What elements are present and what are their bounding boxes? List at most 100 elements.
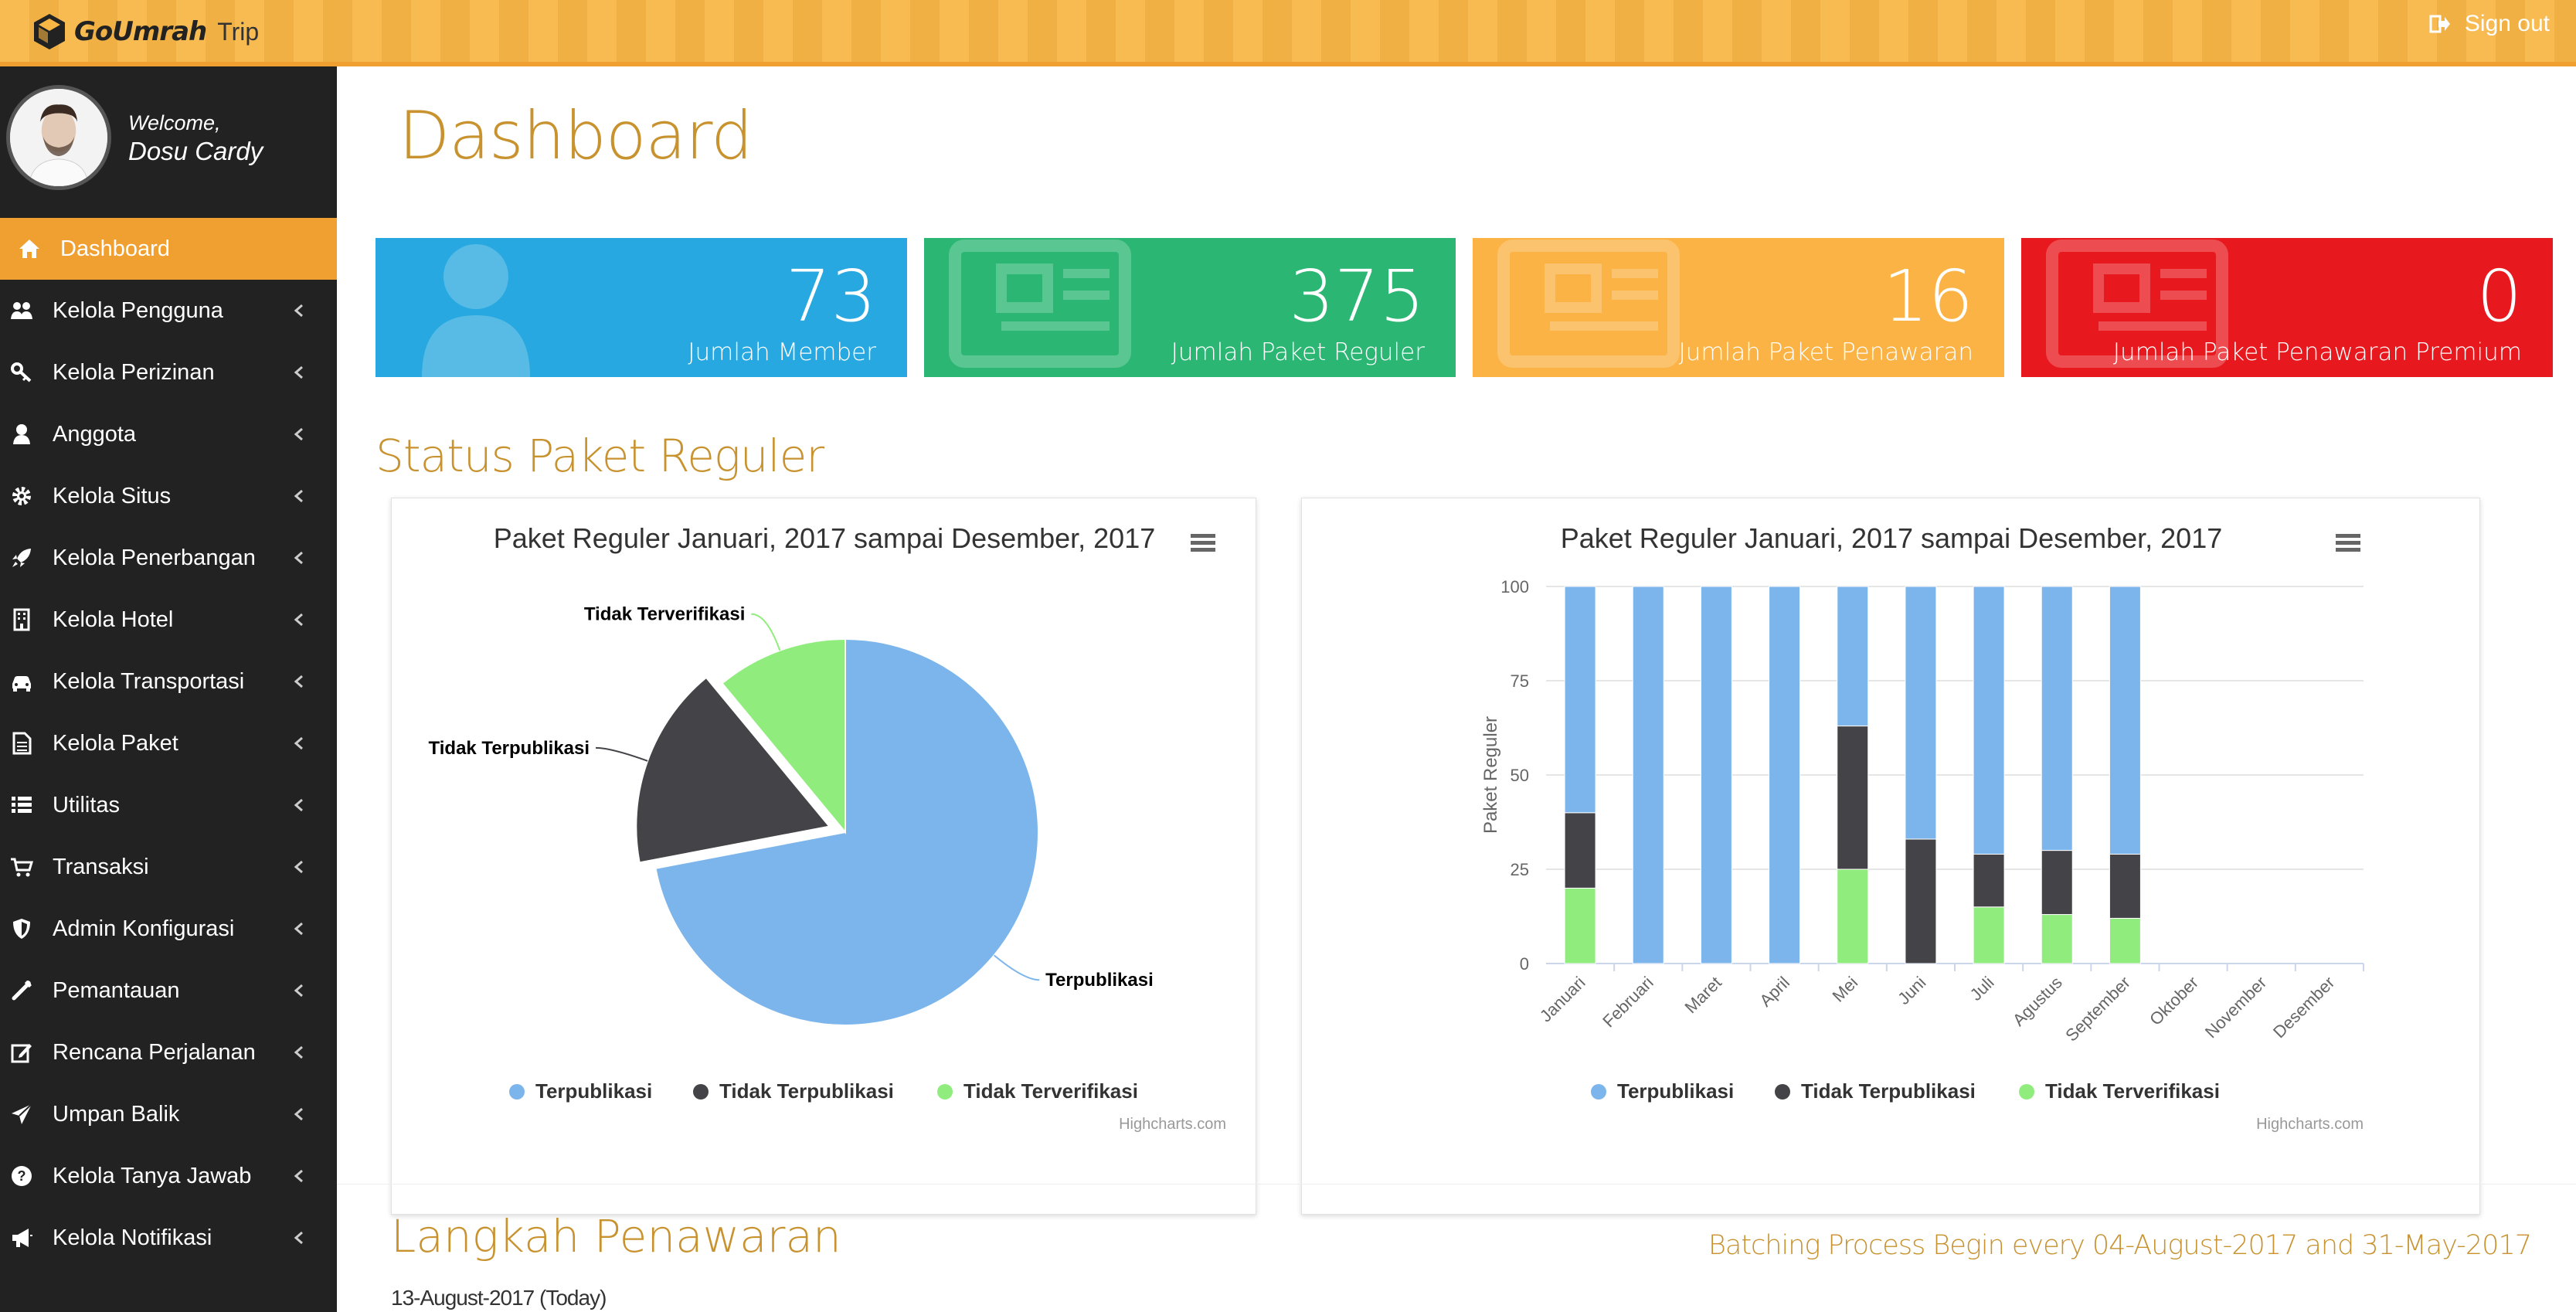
user-icon — [422, 244, 530, 377]
user-panel: Welcome, Dosu Cardy — [0, 66, 337, 218]
legend-marker — [937, 1084, 953, 1100]
sidebar-item-label: Kelola Transportasi — [53, 668, 245, 694]
sidebar-item-kelola-perizinan[interactable]: Kelola Perizinan — [0, 342, 337, 403]
legend-marker — [2019, 1084, 2034, 1100]
sidebar-item-utilitas[interactable]: Utilitas — [0, 774, 337, 836]
chart-credits: Highcharts.com — [2256, 1116, 2364, 1133]
bar-segment — [1837, 586, 1869, 727]
legend-label: Tidak Terpublikasi — [1801, 1079, 1976, 1103]
sidebar-item-kelola-transportasi[interactable]: Kelola Transportasi — [0, 651, 337, 712]
sidebar-item-kelola-paket[interactable]: Kelola Paket — [0, 712, 337, 774]
chevron-left-icon — [294, 736, 303, 750]
legend-marker — [693, 1084, 709, 1100]
sidebar-item-dashboard[interactable]: Dashboard — [0, 218, 348, 280]
sidebar-item-kelola-penerbangan[interactable]: Kelola Penerbangan — [0, 527, 337, 589]
chevron-left-icon — [294, 1231, 303, 1245]
sidebar-item-admin-konfigurasi[interactable]: Admin Konfigurasi — [0, 898, 337, 960]
bar-segment — [2109, 853, 2141, 919]
sidebar-item-label: Kelola Penerbangan — [53, 545, 256, 570]
stat-tiles: 73 Jumlah Member 375 Jumlah Paket Regule… — [376, 238, 2553, 377]
bar-segment — [1905, 838, 1937, 964]
chart-menu-icon[interactable] — [2336, 534, 2360, 552]
sidebar-item-transaksi[interactable]: Transaksi — [0, 836, 337, 898]
bar-chart-card: Paket Reguler Januari, 2017 sampai Desem… — [1301, 498, 2480, 1215]
rocket-icon — [9, 546, 34, 570]
x-tick-label: Juli — [1966, 973, 1998, 1004]
y-tick-label: 50 — [1511, 766, 1529, 785]
main-content: Dashboard 73 Jumlah Member 375 Jumlah Pa… — [337, 66, 2576, 1312]
sidebar-item-pemantauan[interactable]: Pemantauan — [0, 960, 337, 1021]
sidebar: Welcome, Dosu Cardy Dashboard Kelola Pen… — [0, 66, 348, 1312]
gear-icon — [9, 484, 34, 508]
avatar — [6, 85, 111, 190]
bullhorn-icon — [9, 1225, 34, 1250]
stat-tile-paket-penawaran[interactable]: 16 Jumlah Paket Penawaran — [1473, 238, 2004, 377]
list-icon — [9, 793, 34, 817]
sidebar-item-label: Pemantauan — [53, 977, 180, 1003]
page-title: Dashboard — [399, 97, 753, 175]
sidebar-item-kelola-tanya-jawab[interactable]: ? Kelola Tanya Jawab — [0, 1145, 337, 1207]
app-logo[interactable]: GoUmrah Trip — [32, 8, 259, 56]
sidebar-item-label: Utilitas — [53, 792, 121, 817]
legend-label: Terpublikasi — [1617, 1079, 1734, 1103]
sidebar-item-kelola-hotel[interactable]: Kelola Hotel — [0, 589, 337, 651]
chevron-left-icon — [294, 551, 303, 565]
sign-out-button[interactable]: Sign out — [2429, 11, 2550, 37]
stat-value: 375 — [1289, 255, 1425, 338]
shield-icon — [9, 916, 34, 941]
stat-label: Jumlah Member — [688, 338, 876, 366]
legend-label: Tidak Terpublikasi — [719, 1079, 894, 1103]
x-tick-label: Mei — [1829, 973, 1862, 1006]
building-icon — [9, 607, 34, 632]
section-title: Status Paket Reguler — [376, 430, 824, 482]
car-icon — [9, 669, 34, 694]
pie-data-label: Tidak Terverifikasi — [584, 604, 746, 625]
sidebar-item-label: Kelola Tanya Jawab — [53, 1163, 252, 1188]
x-tick-label: Maret — [1681, 973, 1725, 1017]
pie-connector — [596, 746, 648, 762]
user-icon — [9, 422, 34, 447]
chevron-left-icon — [294, 613, 303, 627]
stat-tile-paket-premium[interactable]: 0 Jumlah Paket Penawaran Premium — [2021, 238, 2553, 377]
pie-slice — [635, 676, 831, 864]
menu-bar — [2336, 541, 2360, 545]
stat-label: Jumlah Paket Penawaran — [1678, 338, 1973, 366]
newspaper-icon — [1497, 240, 1680, 368]
sidebar-item-kelola-notifikasi[interactable]: Kelola Notifikasi — [0, 1207, 337, 1269]
stat-tile-member[interactable]: 73 Jumlah Member — [376, 238, 907, 377]
sidebar-item-anggota[interactable]: Anggota — [0, 403, 337, 465]
pie-data-label: Tidak Terpublikasi — [429, 738, 590, 759]
x-tick-label: Juni — [1894, 973, 1929, 1008]
stat-tile-paket-reguler[interactable]: 375 Jumlah Paket Reguler — [924, 238, 1456, 377]
chart-credits: Highcharts.com — [1119, 1116, 1226, 1133]
sidebar-item-kelola-situs[interactable]: Kelola Situs — [0, 465, 337, 527]
y-axis-label: Paket Reguler — [1480, 716, 1501, 834]
bar-chart: Paket Reguler Januari, 2017 sampai Desem… — [1480, 522, 2364, 1133]
x-tick-label: Agustus — [2009, 973, 2066, 1030]
steps-date: 13-August-2017 (Today) — [391, 1286, 607, 1310]
stat-value: 73 — [785, 255, 876, 338]
sidebar-item-label: Dashboard — [60, 236, 170, 261]
chevron-left-icon — [294, 1169, 303, 1183]
sign-out-label: Sign out — [2464, 11, 2550, 36]
cart-icon — [9, 855, 34, 879]
bar-segment — [1973, 906, 2005, 964]
sidebar-item-rencana-perjalanan[interactable]: Rencana Perjalanan — [0, 1021, 337, 1083]
sidebar-item-kelola-pengguna[interactable]: Kelola Pengguna — [0, 280, 337, 342]
chevron-left-icon — [294, 1045, 303, 1059]
sidebar-item-umpan-balik[interactable]: Umpan Balik — [0, 1083, 337, 1145]
chart-menu-icon[interactable] — [1191, 534, 1215, 552]
welcome-text: Welcome, Dosu Cardy — [128, 111, 263, 166]
bar-segment — [1564, 586, 1596, 814]
pie-connector — [993, 954, 1040, 981]
steps-title: Langkah Penawaran — [391, 1210, 841, 1263]
menu-bar — [2336, 548, 2360, 552]
bar-segment — [2041, 850, 2073, 916]
brand-name: GoUmrah — [74, 16, 207, 47]
pie-chart: Paket Reguler Januari, 2017 sampai Desem… — [429, 522, 1226, 1133]
sidebar-item-label: Kelola Paket — [53, 730, 178, 756]
y-tick-label: 0 — [1520, 954, 1529, 974]
legend-marker — [1775, 1084, 1790, 1100]
chevron-left-icon — [294, 1107, 303, 1121]
y-tick-label: 75 — [1511, 671, 1529, 691]
